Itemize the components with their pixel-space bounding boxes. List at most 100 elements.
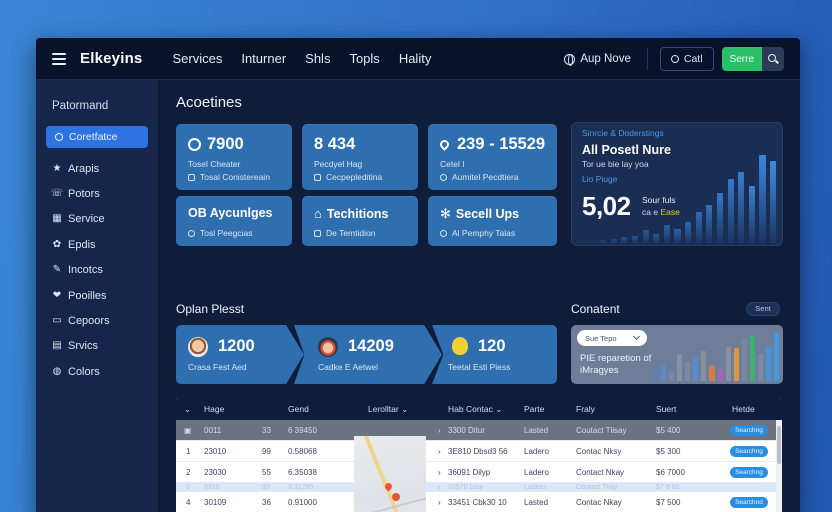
- column-header[interactable]: Suert: [656, 404, 677, 414]
- sidebar-item-cepoors[interactable]: ▭ Cepoors: [52, 308, 109, 333]
- table-cell: 33570 Disy: [448, 483, 484, 491]
- table-cell: 6 39450: [288, 425, 317, 435]
- call-button[interactable]: Catl: [659, 47, 714, 71]
- primary-action-button[interactable]: Serre: [721, 47, 762, 71]
- chart-bar: [716, 193, 723, 243]
- sidebar-item-service[interactable]: ▦ Service: [52, 207, 110, 232]
- type-select[interactable]: Sue Tepo: [577, 330, 647, 346]
- step-label: Teetal Esti Piess: [448, 362, 511, 372]
- select-value: Sue Tepo: [585, 333, 617, 343]
- sidebar-item-srvics[interactable]: ▤ Srvics: [52, 334, 110, 359]
- column-header[interactable]: Gend: [288, 404, 309, 414]
- table-cell: 99: [262, 446, 271, 456]
- stat-card[interactable]: 8 434 Pecdyel Hag Cecpepleditina: [302, 124, 418, 190]
- sidebar-item-label: Colors: [68, 365, 100, 378]
- row-expand-icon[interactable]: ›: [438, 425, 441, 435]
- status-badge[interactable]: Searchng: [730, 445, 768, 457]
- row-expand-icon[interactable]: ›: [438, 446, 441, 456]
- stat-card[interactable]: 7900 Tosel Cheater Tosal Conistereain: [176, 124, 292, 190]
- feature-sublabel: Tosl Peegcias: [200, 228, 253, 238]
- user-icon: [670, 55, 679, 63]
- table-scrollbar[interactable]: [776, 420, 782, 512]
- status-badge[interactable]: Searchng: [730, 466, 768, 478]
- refresh-icon: [440, 173, 447, 181]
- app-window: Elkeyins Services Inturner Shls Topls Ha…: [36, 38, 800, 512]
- sidebar-menu: ★ Arapis ☏ Potors ▦ Service ✿ Epdis ✎ Incotcs…: [51, 156, 110, 385]
- color-bar-chart: [653, 331, 779, 381]
- column-header[interactable]: Parte: [524, 404, 545, 414]
- row-checkbox[interactable]: ▣: [184, 425, 192, 435]
- table-cell: 36091 Dilyp: [448, 467, 491, 477]
- chart-bar: [663, 224, 670, 243]
- sidebar-item-epdis[interactable]: ✿ Epdis: [52, 232, 110, 257]
- table-row[interactable]: 3 2310 33 3.31285 33570 Disy Ladero Contact Tk…: [176, 483, 782, 492]
- menu-icon[interactable]: [52, 52, 66, 65]
- table-row[interactable]: 2 23030 55 6.35038 36091 Dilyp Ladero Contact …: [176, 462, 782, 483]
- sidebar-item-colors[interactable]: ◍ Colors: [52, 359, 110, 384]
- column-header[interactable]: Hage: [204, 404, 225, 414]
- sort-icon[interactable]: ⌄: [184, 403, 192, 414]
- table-row[interactable]: 0011 33 6 39450 3300 Ditur Lasted Coutact Tli…: [176, 420, 782, 441]
- row-expand-icon[interactable]: ›: [438, 467, 441, 477]
- column-header[interactable]: Hab Contac ⌄: [448, 403, 503, 414]
- status-badge[interactable]: Searchng: [730, 424, 768, 436]
- bulb-avatar: [452, 337, 468, 355]
- nav-link-inturner[interactable]: Inturner: [241, 51, 287, 66]
- nav-link-services[interactable]: Services: [172, 51, 223, 66]
- process-step-card[interactable]: 120 Teetal Esti Piess: [432, 325, 557, 384]
- chart-bar: [677, 353, 683, 381]
- chart-bar: [642, 230, 649, 243]
- process-step-card[interactable]: 1200 Crasa Fest Aed: [176, 325, 304, 384]
- sidebar-item-incotcs[interactable]: ✎ Incotcs: [52, 258, 110, 283]
- location-pin-icon: [438, 138, 451, 151]
- feature-card[interactable]: ⌂ Techitions De Temtidion: [302, 196, 418, 246]
- chart-bar: [717, 369, 723, 381]
- status-badge[interactable]: Searchnd: [730, 496, 768, 508]
- chart-bar: [621, 237, 628, 243]
- stat-sublabel: Cecpepleditina: [326, 172, 383, 182]
- sidebar-item-active[interactable]: Coretfatce: [46, 126, 148, 148]
- stat-value: 8 434: [314, 135, 356, 153]
- column-header[interactable]: Lerolltar ⌄: [368, 403, 409, 414]
- table-cell: 6.35038: [288, 467, 317, 477]
- send-button[interactable]: Sent: [746, 302, 780, 316]
- table-cell: 36: [262, 497, 271, 507]
- nav-link-topls[interactable]: Topls: [349, 51, 380, 66]
- home-icon: ⌂: [314, 206, 322, 221]
- table-cell: 0011: [204, 425, 222, 435]
- map-thumbnail[interactable]: [354, 436, 426, 512]
- nav-link-shls[interactable]: Shls: [305, 51, 331, 66]
- wallet-icon: ▭: [52, 315, 62, 327]
- feature-card[interactable]: ✻ Secell Ups Al Pemphy Talas: [428, 196, 557, 246]
- stat-label: Pecdyel Hag: [314, 159, 363, 169]
- panel-title: All Posetl Nure: [582, 143, 671, 157]
- sidebar-item-potors[interactable]: ☏ Potors: [51, 181, 110, 206]
- stat-card[interactable]: 239 - 15529 Cetel I Aumitel Pecdtiera: [428, 124, 557, 190]
- calendar-icon: ▦: [52, 213, 62, 225]
- table-cell: Contac Nksy: [576, 446, 622, 456]
- process-step-card[interactable]: 14209 Cadke E Aetwel: [294, 325, 442, 384]
- main-nav: Services Inturner Shls Topls Hality: [172, 51, 450, 66]
- language-label: Aup Nove: [580, 53, 631, 65]
- panel-link[interactable]: Lio Piuge: [582, 174, 618, 184]
- chart-bar: [685, 221, 692, 243]
- sidebar-item-arapis[interactable]: ★ Arapis: [52, 156, 110, 181]
- table-row[interactable]: 4 30109 36 0.91000 33451 Cbk30 10 Lasted Conta…: [176, 492, 782, 512]
- chart-bar: [770, 160, 777, 243]
- table-row[interactable]: 1 23010 99 0.58068 3E810 Dbsd3 56 Ladero Conta…: [176, 441, 782, 462]
- nav-link-hality[interactable]: Hality: [398, 51, 432, 66]
- column-header[interactable]: Hetde: [732, 404, 755, 414]
- row-expand-icon[interactable]: ›: [438, 482, 441, 492]
- row-expand-icon[interactable]: ›: [438, 497, 441, 507]
- sidebar-item-label: Pooilles: [68, 289, 107, 302]
- brand-logo[interactable]: Elkeyins: [80, 50, 143, 67]
- language-selector[interactable]: Aup Nove: [564, 53, 631, 66]
- feature-card[interactable]: OB Aycunlges Tosl Peegcias: [176, 196, 292, 246]
- search-button[interactable]: [762, 47, 784, 71]
- document-icon: [314, 229, 321, 237]
- sidebar-item-pooilles[interactable]: ❤ Pooilles: [52, 283, 110, 308]
- table-header: ⌄ Hage Gend Lerolltar ⌄ Hab Contac ⌄ Par…: [176, 398, 782, 420]
- circle-icon: [188, 229, 195, 237]
- column-header[interactable]: Fraly: [576, 404, 595, 414]
- table-cell: Coutact Tlisay: [576, 425, 627, 435]
